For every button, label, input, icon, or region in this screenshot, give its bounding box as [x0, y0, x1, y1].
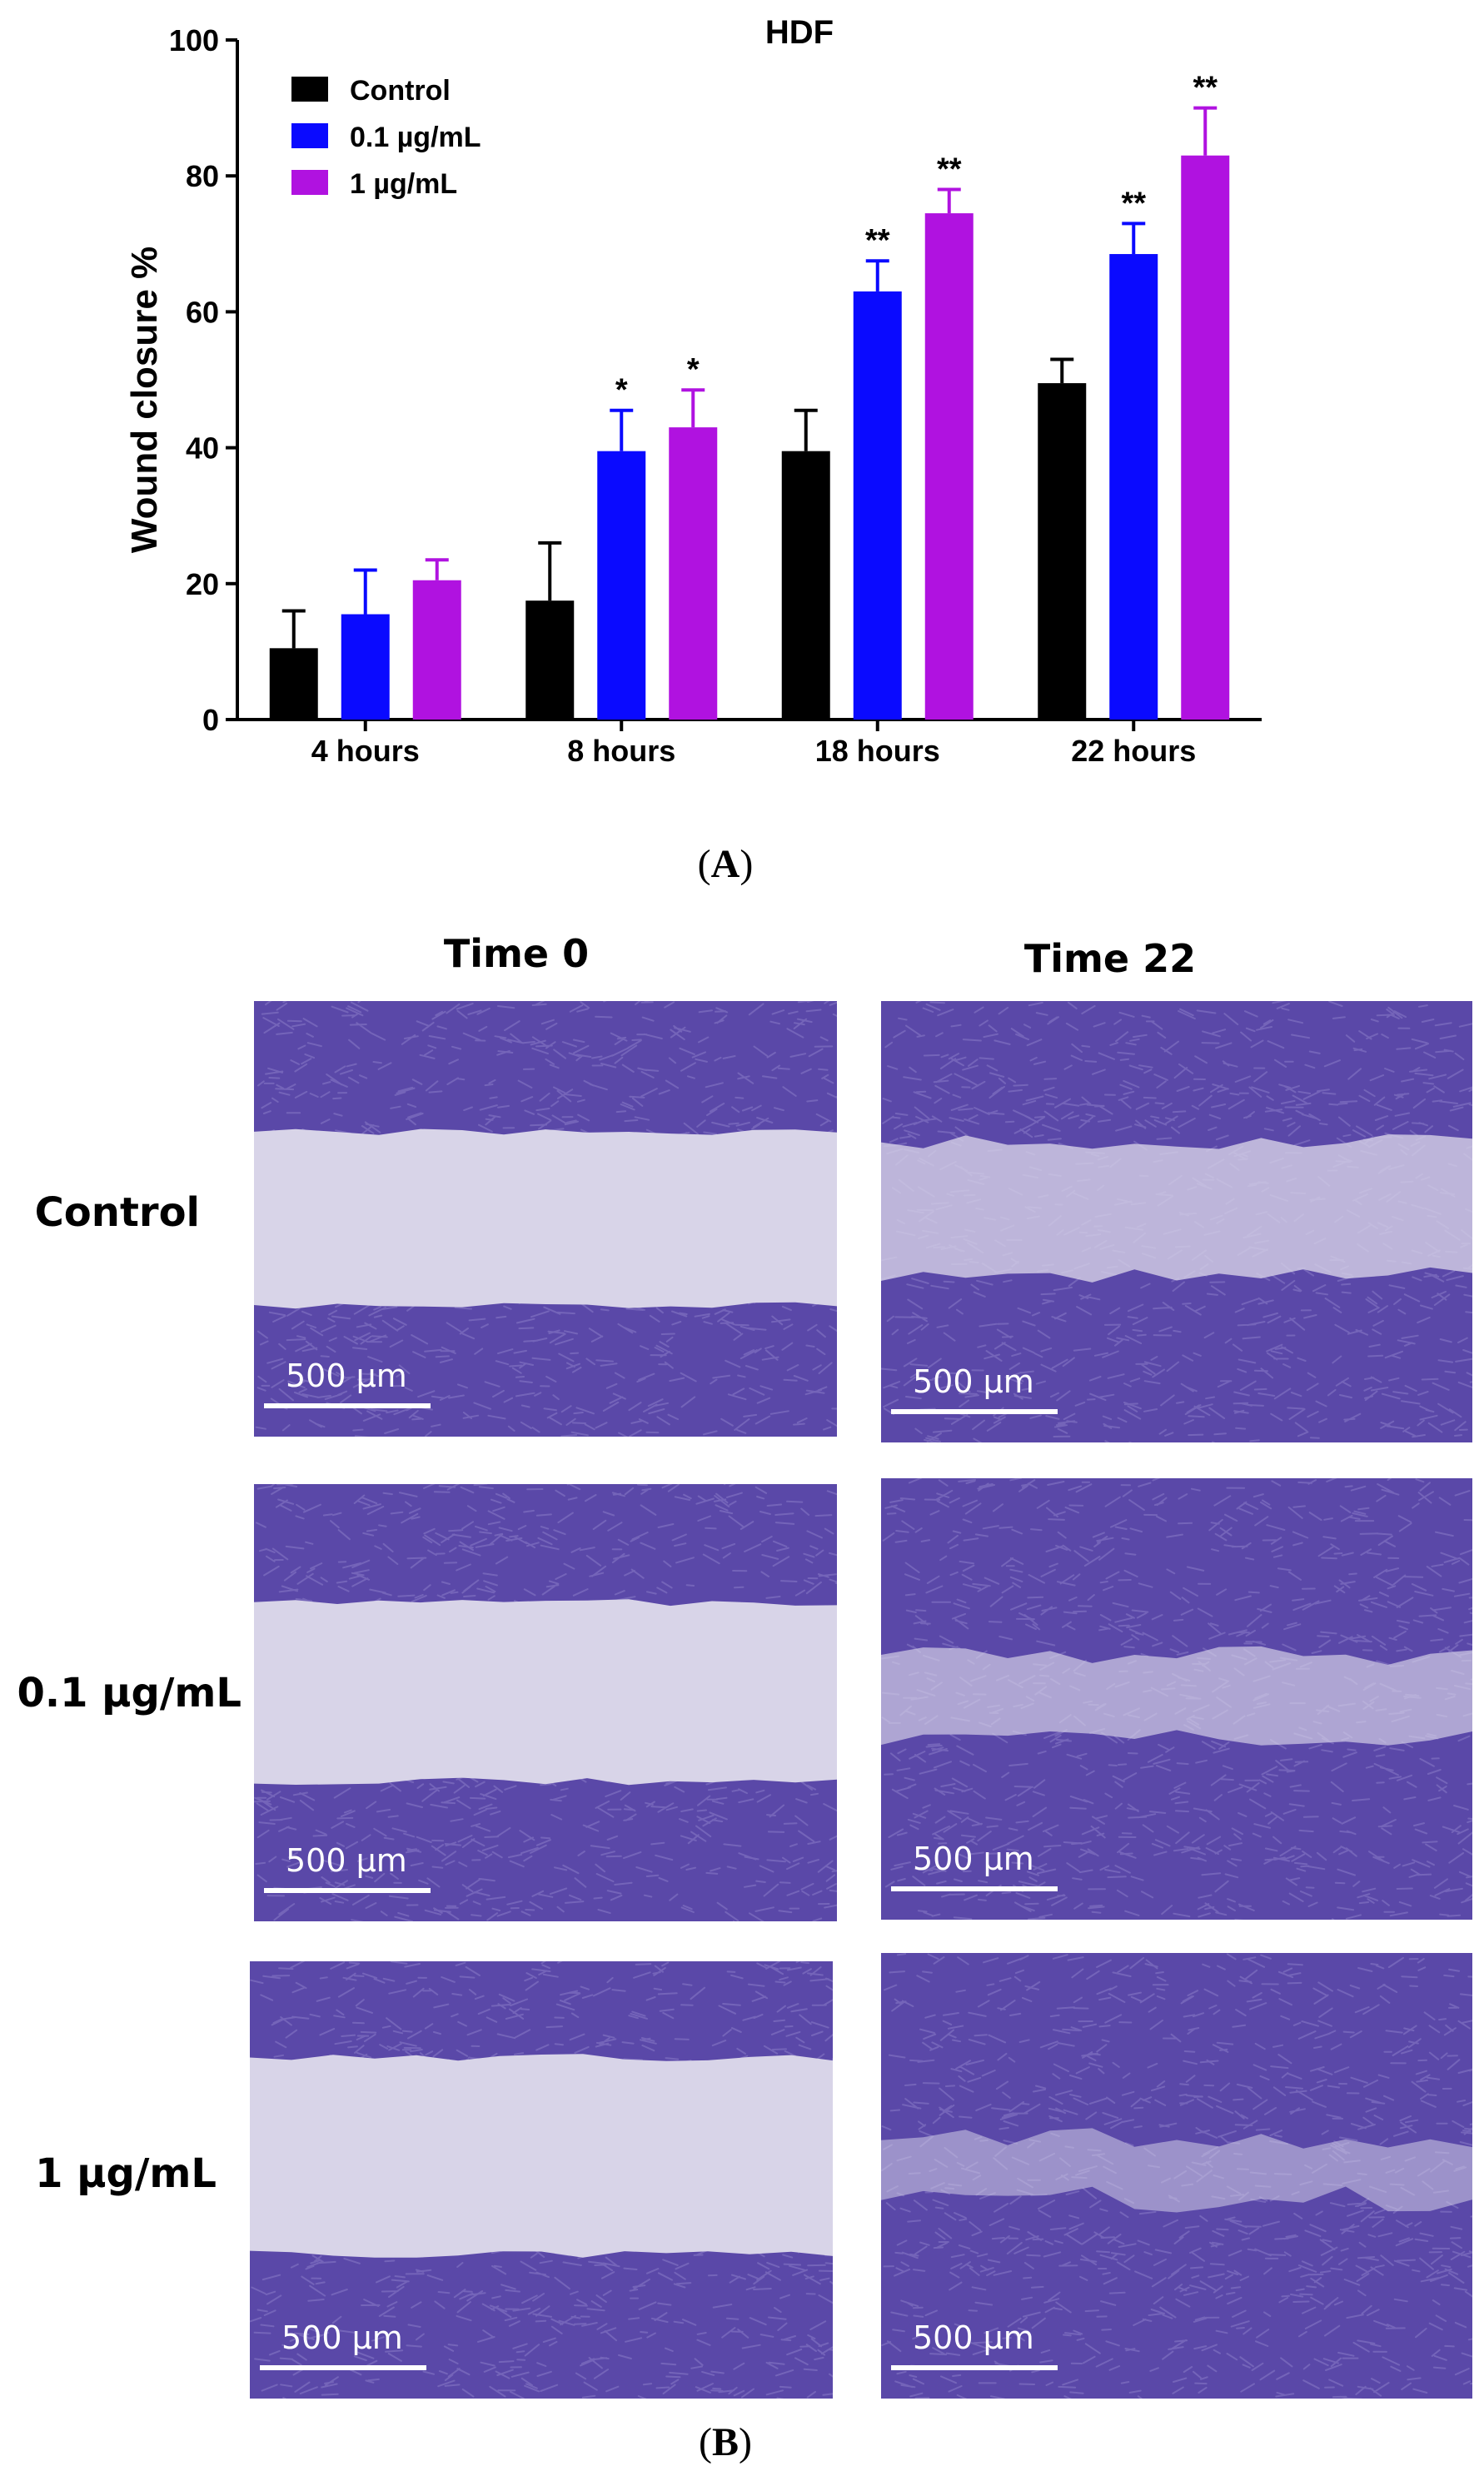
- scale-bar-label: 500 µm: [913, 1841, 1034, 1877]
- scale-bar: [891, 2365, 1058, 2370]
- chart-bars: **********: [269, 71, 1230, 720]
- scale-bar: [891, 1409, 1058, 1414]
- scale-bar-label: 500 µm: [286, 1358, 407, 1394]
- x-tick-label: 4 hours: [311, 734, 420, 768]
- row-heading-0-1-ug-ml: 0.1 µg/mL: [17, 1670, 242, 1716]
- scale-bar-label: 500 µm: [286, 1842, 407, 1879]
- bar: [341, 614, 390, 720]
- bar: [1181, 155, 1230, 720]
- scale-bar-label: 500 µm: [913, 2319, 1034, 2356]
- bar: [1109, 254, 1158, 720]
- micrograph-control-time-0: 500 µm: [254, 1001, 837, 1437]
- bar: [1038, 383, 1087, 720]
- bar: [597, 451, 646, 720]
- column-heading-time-22: Time 22: [1023, 936, 1197, 981]
- bar: [853, 291, 902, 720]
- scale-bar-label: 500 µm: [913, 1363, 1034, 1400]
- panel-a-label: (A): [697, 842, 754, 886]
- x-tick-label: 18 hours: [815, 734, 940, 768]
- bar: [781, 451, 830, 720]
- legend-swatch: [291, 77, 328, 102]
- panel-b-label: (B): [699, 2420, 752, 2464]
- y-tick-label: 40: [186, 431, 219, 466]
- scale-bar-label: 500 µm: [281, 2319, 403, 2356]
- scale-bar: [891, 1886, 1058, 1891]
- bar: [924, 213, 974, 720]
- significance-label: *: [615, 373, 628, 408]
- legend-swatch: [291, 170, 328, 195]
- y-axis-label: Wound closure %: [124, 247, 165, 553]
- micrograph-control-time-22: 500 µm: [881, 1001, 1472, 1442]
- y-tick-label: 80: [186, 159, 219, 193]
- micrograph-1-time-22: 500 µm: [881, 1953, 1472, 2399]
- y-tick-label: 20: [186, 567, 219, 601]
- micrograph-1-time-0: 500 µm: [250, 1961, 833, 2399]
- scale-bar: [264, 1403, 431, 1408]
- significance-label: **: [1193, 71, 1218, 106]
- legend-label: 1 µg/mL: [350, 168, 457, 200]
- legend-label: Control: [350, 75, 451, 107]
- micrograph-0-1-time-0: 500 µm: [254, 1484, 837, 1921]
- x-tick-label: 8 hours: [567, 734, 675, 768]
- bar: [525, 600, 575, 720]
- significance-label: **: [937, 152, 962, 187]
- y-tick-label: 100: [169, 23, 219, 57]
- row-heading-1-ug-ml: 1 µg/mL: [35, 2150, 217, 2197]
- significance-label: **: [1121, 186, 1146, 221]
- legend-swatch: [291, 123, 328, 148]
- x-tick-label: 22 hours: [1071, 734, 1196, 768]
- significance-label: **: [865, 223, 890, 258]
- chart-title: HDF: [765, 14, 834, 51]
- scale-bar: [260, 2365, 426, 2370]
- bar: [669, 427, 718, 720]
- micrograph-0-1-time-22: 500 µm: [881, 1478, 1472, 1920]
- chart-legend: Control 0.1 µg/mL 1 µg/mL: [291, 75, 481, 200]
- y-tick-label: 0: [202, 703, 219, 737]
- bar: [269, 648, 318, 720]
- row-heading-control: Control: [34, 1189, 200, 1236]
- chart-axes: 0 20 40 60 80 100 4 hours 8 hours 18 hours 22 hou…: [169, 23, 1262, 768]
- bar: [412, 580, 461, 720]
- significance-label: *: [687, 352, 700, 387]
- legend-label: 0.1 µg/mL: [350, 122, 481, 153]
- column-heading-time-0: Time 0: [443, 931, 590, 976]
- scale-bar: [264, 1888, 431, 1893]
- wound-closure-bar-chart: 0 20 40 60 80 100 4 hours 8 hours 18 hours 22 hou…: [124, 14, 1262, 768]
- y-tick-label: 60: [186, 295, 219, 329]
